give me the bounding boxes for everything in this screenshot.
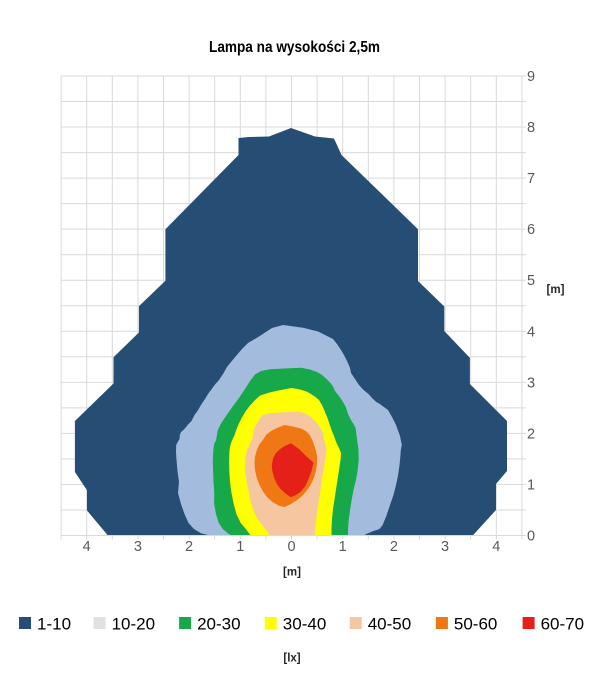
svg-text:4: 4 xyxy=(527,324,535,340)
svg-text:1: 1 xyxy=(527,477,535,493)
svg-text:[m]: [m] xyxy=(547,284,565,296)
svg-text:[lx]: [lx] xyxy=(283,653,300,665)
svg-text:3: 3 xyxy=(441,539,449,555)
svg-text:60-70: 60-70 xyxy=(541,615,584,634)
svg-text:[m]: [m] xyxy=(283,567,301,579)
svg-text:0: 0 xyxy=(287,539,295,555)
svg-text:9: 9 xyxy=(527,69,535,85)
svg-text:7: 7 xyxy=(527,171,535,187)
svg-text:3: 3 xyxy=(527,375,535,391)
svg-text:0: 0 xyxy=(527,529,535,545)
svg-text:1-10: 1-10 xyxy=(37,615,71,634)
svg-text:3: 3 xyxy=(134,539,142,555)
svg-text:Lampa na wysokości 2,5m: Lampa na wysokości 2,5m xyxy=(209,39,380,56)
svg-text:50-60: 50-60 xyxy=(454,615,497,634)
svg-text:8: 8 xyxy=(527,120,535,136)
svg-text:4: 4 xyxy=(492,539,500,555)
svg-text:1: 1 xyxy=(236,539,244,555)
svg-text:20-30: 20-30 xyxy=(197,615,240,634)
svg-text:2: 2 xyxy=(527,426,535,442)
svg-text:30-40: 30-40 xyxy=(283,615,326,634)
svg-text:40-50: 40-50 xyxy=(368,615,411,634)
svg-text:6: 6 xyxy=(527,222,535,238)
svg-text:2: 2 xyxy=(185,539,193,555)
svg-text:5: 5 xyxy=(527,273,535,289)
svg-text:2: 2 xyxy=(390,539,398,555)
svg-text:10-20: 10-20 xyxy=(112,615,155,634)
svg-text:4: 4 xyxy=(83,539,91,555)
svg-text:1: 1 xyxy=(339,539,347,555)
